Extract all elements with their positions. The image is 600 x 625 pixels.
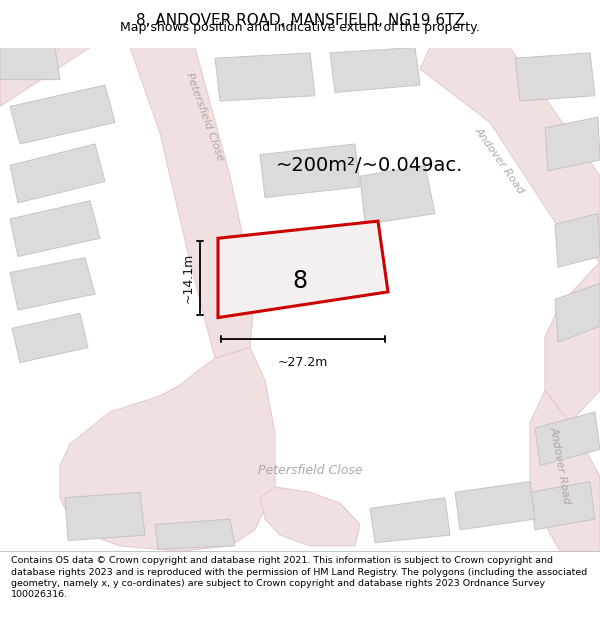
- Polygon shape: [370, 498, 450, 542]
- Text: Petersfield Close: Petersfield Close: [257, 464, 362, 478]
- Polygon shape: [260, 487, 360, 546]
- Polygon shape: [215, 53, 315, 101]
- Polygon shape: [155, 519, 235, 549]
- Polygon shape: [545, 117, 600, 171]
- Polygon shape: [330, 48, 420, 92]
- Polygon shape: [0, 48, 60, 79]
- Polygon shape: [535, 412, 600, 466]
- Text: ~200m²/~0.049ac.: ~200m²/~0.049ac.: [277, 156, 464, 175]
- Polygon shape: [530, 391, 600, 551]
- Polygon shape: [545, 262, 600, 422]
- Polygon shape: [10, 201, 100, 256]
- Text: 8: 8: [292, 269, 308, 293]
- Polygon shape: [420, 48, 600, 262]
- Polygon shape: [10, 144, 105, 203]
- Polygon shape: [515, 53, 595, 101]
- Polygon shape: [10, 85, 115, 144]
- Text: Petersfield Close: Petersfield Close: [184, 72, 226, 162]
- Text: ~27.2m: ~27.2m: [278, 356, 328, 369]
- Polygon shape: [60, 348, 275, 551]
- Polygon shape: [455, 482, 535, 530]
- Polygon shape: [65, 492, 145, 541]
- Polygon shape: [265, 238, 368, 292]
- Text: Andover Road: Andover Road: [548, 426, 572, 505]
- Polygon shape: [10, 258, 95, 310]
- Text: ~14.1m: ~14.1m: [182, 253, 195, 303]
- Polygon shape: [0, 48, 90, 106]
- Text: Map shows position and indicative extent of the property.: Map shows position and indicative extent…: [120, 21, 480, 34]
- Polygon shape: [555, 283, 600, 342]
- Polygon shape: [12, 313, 88, 362]
- Polygon shape: [130, 48, 255, 358]
- Polygon shape: [360, 166, 435, 224]
- Polygon shape: [218, 221, 388, 318]
- Text: Andover Road: Andover Road: [473, 125, 527, 195]
- Polygon shape: [530, 482, 595, 530]
- Polygon shape: [555, 214, 600, 268]
- Text: 8, ANDOVER ROAD, MANSFIELD, NG19 6TZ: 8, ANDOVER ROAD, MANSFIELD, NG19 6TZ: [136, 13, 464, 28]
- Text: Contains OS data © Crown copyright and database right 2021. This information is : Contains OS data © Crown copyright and d…: [11, 556, 587, 599]
- Polygon shape: [260, 144, 360, 198]
